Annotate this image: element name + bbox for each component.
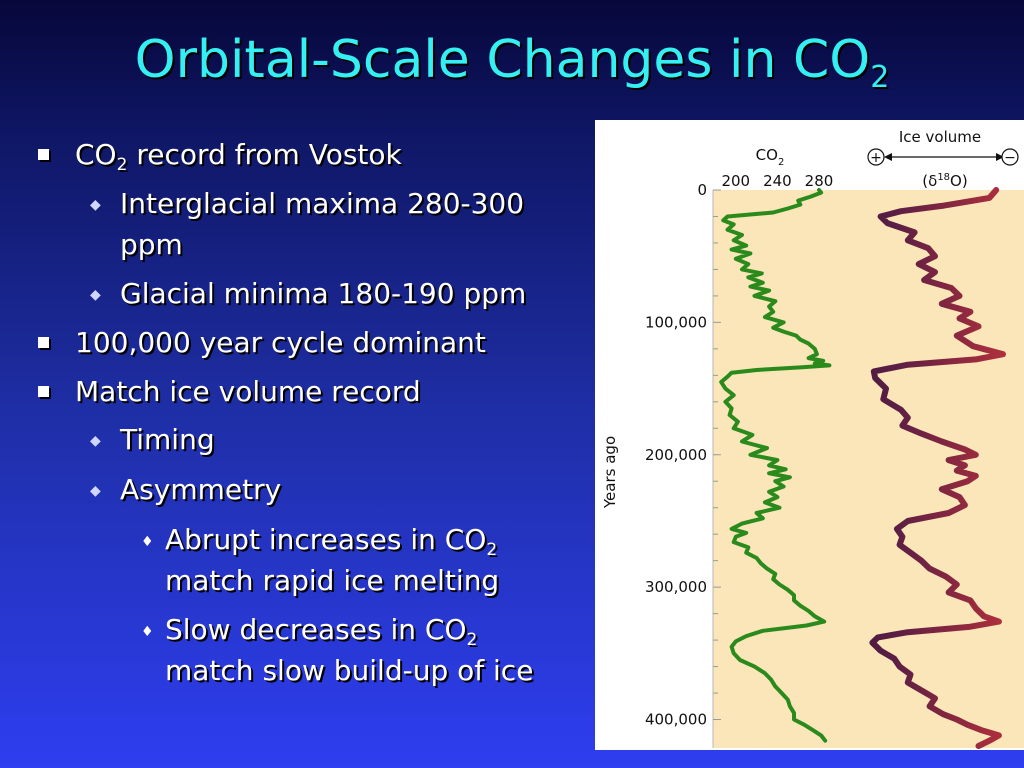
plus-symbol: + [870,150,882,166]
diamond-bullet-icon: ◆ [90,433,101,449]
co2-tick-label: 200 [721,172,750,190]
square-bullet-icon [38,149,49,160]
slide-title: Orbital-Scale Changes in CO2 [0,30,1024,93]
diamond-bullet-icon: ◆ [90,483,101,499]
y-tick-label: 400,000 [645,711,707,729]
diamond-bullet-icon: ◆ [90,287,101,303]
small-diamond-bullet-icon: ♦ [141,534,154,550]
co2-tick-label: 240 [763,172,792,190]
bullet-text: Abrupt increases in CO [165,523,487,556]
bullet-text: CO [75,138,117,171]
y-tick-labels: 0 100,000 200,000 300,000 400,000 [645,181,707,729]
minus-circle-icon [1001,148,1019,166]
bullet-text: Slow decreases in CO [165,613,467,646]
square-bullet-icon [38,337,49,348]
bullet-interglacial-maxima: Interglacial maxima 280-300 [120,187,525,220]
bullet-100k-cycle: 100,000 year cycle dominant [75,326,486,359]
bullet-asymmetry: Asymmetry [120,473,282,506]
diamond-bullet-icon: ◆ [90,197,101,213]
bullet-interglacial-maxima-cont: ppm [120,228,183,261]
co2-series-line [719,188,832,743]
ice-axis-sublabel: (δ18O) [922,172,967,190]
y-axis-label: Years ago [601,436,619,509]
co2-tick-label: 280 [805,172,834,190]
bullet-text: record from Vostok [127,138,402,171]
y-tick-label: 300,000 [645,578,707,596]
bullet-subscript: 2 [486,540,498,560]
chart-panel: 0 100,000 200,000 300,000 400,000 Years ago … [595,120,1024,750]
y-tick-label: 0 [697,181,707,199]
bullet-slow-decreases: Slow decreases in CO2 [165,610,477,650]
bullet-abrupt-increases: Abrupt increases in CO2 [165,520,497,560]
bullet-list: CO2 record from Vostok ◆ Interglacial ma… [38,135,534,687]
minus-symbol: − [1004,150,1016,166]
bullet-slow-decreases-cont: match slow build-up of ice [165,654,534,687]
ice-volume-series-line [869,187,1006,749]
bullet-co2-record: CO2 record from Vostok [75,135,402,175]
slide-title-text: Orbital-Scale Changes in CO [134,30,871,90]
plus-circle-icon [867,148,885,166]
bullet-timing: Timing [120,423,215,456]
bullet-ice-volume-match: Match ice volume record [75,375,421,408]
co2-axis-label: CO2 [756,146,785,168]
right-arrow-icon [996,153,1004,161]
y-tick-label: 200,000 [645,446,707,464]
co2-tick-labels: 200 240 280 [721,172,833,190]
y-tick-label: 100,000 [645,313,707,331]
plot-background [713,190,1024,748]
square-bullet-icon [38,386,49,397]
y-ticks [713,189,721,721]
ice-volume-label: Ice volume [899,128,981,146]
bullet-abrupt-increases-cont: match rapid ice melting [165,564,500,597]
small-diamond-bullet-icon: ♦ [141,624,154,640]
slide-title-subscript: 2 [870,60,890,95]
bullet-subscript: 2 [116,155,128,175]
left-arrow-icon [884,153,892,161]
bullet-glacial-minima: Glacial minima 180-190 ppm [120,277,527,310]
bullet-subscript: 2 [466,630,478,650]
